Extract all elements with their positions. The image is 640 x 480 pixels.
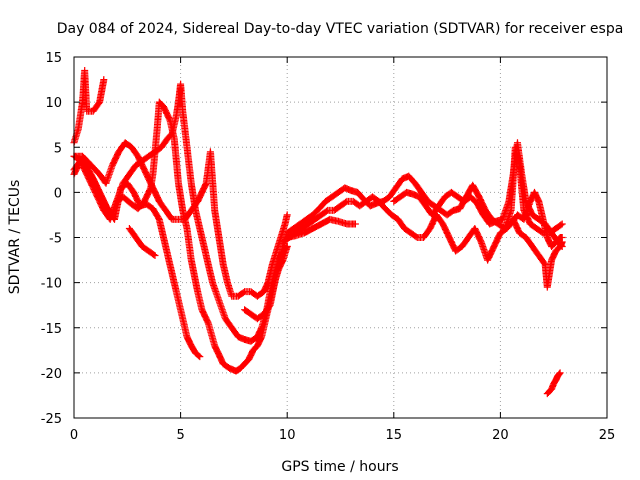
chart-title: Day 084 of 2024, Sidereal Day-to-day VTE… (57, 21, 624, 37)
y-tick-label: -20 (41, 367, 62, 382)
y-tick-label: -25 (41, 412, 62, 427)
x-tick-label: 5 (176, 428, 184, 443)
y-tick-label: -5 (49, 232, 62, 247)
series-track-e (125, 225, 159, 259)
series-markers (279, 193, 566, 291)
y-tick-label: 10 (45, 96, 62, 111)
y-tick-label: -10 (41, 277, 62, 292)
series-track-l (543, 369, 564, 398)
series-markers (507, 188, 566, 250)
data-markers (70, 67, 566, 398)
x-tick-label: 20 (492, 428, 509, 443)
axis-ticks: 0 5 10 15 20 25 -25 -20 -15 -10 -5 0 5 10 15 (41, 51, 616, 443)
series-track-k (507, 188, 566, 250)
y-tick-label: 5 (54, 141, 62, 156)
series-track-i (283, 215, 359, 241)
series-markers (543, 369, 564, 398)
series-markers (125, 225, 159, 259)
y-axis-label: SDTVAR / TECUs (7, 180, 23, 295)
y-tick-label: 0 (54, 186, 62, 201)
series-markers (70, 139, 291, 300)
x-tick-label: 15 (386, 428, 403, 443)
series-markers (70, 67, 108, 147)
series-markers (390, 139, 566, 250)
x-tick-label: 0 (70, 428, 78, 443)
y-tick-label: -15 (41, 322, 62, 337)
series-track-h (279, 193, 566, 291)
series-track-a (70, 67, 108, 147)
series-track-j (390, 139, 566, 250)
y-tick-label: 15 (45, 51, 62, 66)
series-markers (283, 215, 359, 241)
x-axis-label: GPS time / hours (281, 459, 398, 475)
series-track-f (70, 139, 291, 300)
x-tick-label: 25 (599, 428, 616, 443)
x-tick-label: 10 (279, 428, 296, 443)
